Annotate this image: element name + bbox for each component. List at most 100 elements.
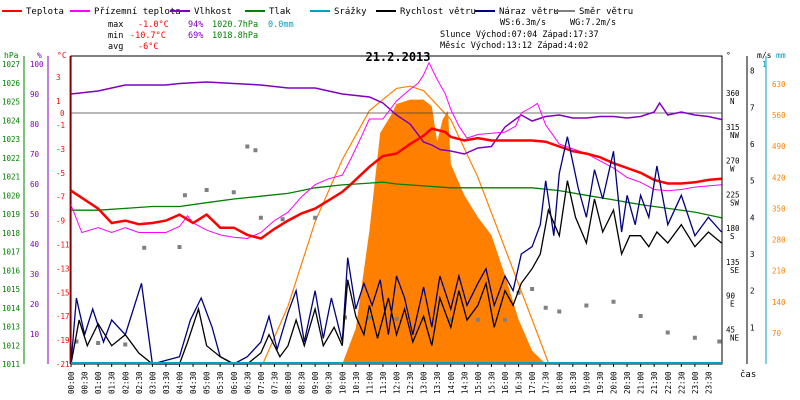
wind-dir-point-10 [258,215,263,220]
series-wind-gust [70,136,722,365]
x-tick-label-29: 14:30 [460,371,469,394]
pct-tick-9: 10 [30,330,40,339]
x-tick-label-18: 09:00 [311,371,320,394]
pct-tick-7: 30 [30,270,40,279]
hpa-tick-14: 1013 [2,323,20,332]
chart-title: 21.2.2013 [365,50,430,64]
x-tick-label-22: 11:00 [365,371,374,394]
hpa-tick-3: 1024 [2,116,21,125]
stat-max-temp: -1.0°C [138,20,169,30]
x-tick-label-4: 02:00 [121,371,130,394]
x-tick-label-15: 07:30 [270,371,279,394]
stat-avg-temp: -6°C [138,42,158,52]
wind-dir-point-15 [394,317,399,321]
degc-tick-6: -9 [56,217,65,226]
hpa-tick-6: 1021 [2,173,20,182]
hpa-tick-15: 1012 [2,341,20,350]
x-tick-label-19: 09:30 [325,371,334,394]
x-tick-label-25: 12:30 [406,371,415,394]
axis-pct-label: % [37,51,42,60]
series-layer [70,61,722,365]
wind-dir-point-22 [543,305,548,310]
hpa-tick-10: 1017 [2,248,20,257]
series-humidity [70,81,722,155]
stat-max-press: 1020.7hPa [212,20,258,30]
info-ws: WS:6.3m/s [500,18,546,28]
wind-dir-point-25 [611,299,616,304]
dir-tick-3: 225 [726,190,740,199]
stat-max-rain: 0.0mm [268,20,294,30]
hpa-tick-1: 1026 [2,79,21,88]
wind-dir-point-20 [516,290,521,295]
x-tick-label-21: 10:30 [352,371,361,394]
legend-vlhkost: Vlhkost [170,7,232,17]
dir-tick-label-3: SW [730,198,740,207]
x-tick-label-44: 22:00 [664,371,673,394]
wm2-tick-4: 350 [772,204,786,213]
hpa-tick-13: 1014 [2,304,21,313]
ms-tick-7: 1 [750,323,755,332]
legend-teplota: Teplota [2,7,64,17]
hpa-tick-7: 1020 [2,191,21,200]
x-tick-label-27: 13:30 [433,371,442,394]
wind-dir-point-11 [280,217,285,222]
wind-dir-point-16 [421,317,426,321]
pct-tick-3: 70 [30,150,40,159]
pct-tick-0: 100 [30,60,44,69]
axis-degc-label: °C [57,51,67,60]
wind-dir-point-12 [313,215,318,220]
x-tick-label-47: 23:30 [704,371,713,394]
x-tick-label-42: 21:00 [637,371,646,394]
axis-hpa-label: hPa [4,51,19,60]
x-tick-label-38: 19:00 [582,371,591,394]
legend-rychlost-vetru: Rychlost větru [376,7,476,17]
wind-dir-point-18 [475,317,480,322]
dir-tick-5: 135 [726,258,740,267]
x-tick-label-36: 18:00 [555,371,564,394]
dir-tick-4: 180 [726,224,740,233]
degc-tick-4: -5 [56,169,65,178]
x-tick-label-45: 22:30 [677,371,686,394]
wind-dir-point-0 [74,339,79,344]
dir-tick-label-2: W [730,165,735,174]
wind-dir-point-8 [245,144,250,149]
legend-label-rychlost-vetru: Rychlost větru [400,7,476,17]
wm2-tick-6: 210 [772,267,786,276]
wind-dir-point-23 [557,309,562,314]
stat-min-temp: -10.7°C [130,31,166,41]
wind-dir-point-9 [253,148,258,153]
hpa-tick-5: 1022 [2,154,20,163]
wm2-tick-5: 280 [772,236,786,245]
degc-tick-7: -11 [56,240,70,249]
hpa-tick-9: 1018 [2,229,21,238]
hpa-tick-12: 1015 [2,285,20,294]
hpa-tick-2: 1025 [2,98,20,107]
x-tick-label-13: 06:30 [243,371,252,394]
stat-max-hum: 94% [188,20,203,30]
info-block: WS:6.3m/s WG:7.2m/s Slunce Východ:07:04 … [440,18,616,51]
series-temperature [70,127,722,240]
series-pressure [71,181,722,219]
x-tick-label-43: 21:30 [650,371,659,394]
stat-avg-label: avg [108,42,123,52]
x-tick-label-9: 04:30 [189,371,198,394]
wind-dir-point-19 [503,317,507,322]
degc-tick-12: -21 [56,360,70,369]
x-tick-label-39: 19:30 [596,371,605,394]
wind-dir-point-21 [530,287,535,291]
wm2-tick-2: 490 [772,142,786,151]
legend: Teplota Přízemní teplota Vlhkost Tlak Sr… [2,7,633,17]
x-tick-label-6: 03:00 [148,371,157,394]
hpa-tick-4: 1023 [2,135,20,144]
wind-dir-point-5 [182,193,187,198]
legend-tlak: Tlak [245,7,291,17]
x-tick-label-16: 08:00 [284,371,293,394]
wind-dir-point-27 [665,330,670,335]
sun-theoretical-curve [262,85,550,365]
dir-tick-label-6: E [730,300,735,309]
x-tick-label-32: 16:00 [501,371,510,394]
wind-dir-point-2 [123,342,128,347]
ms-tick-5: 3 [750,250,755,259]
x-tick-label-26: 13:00 [420,371,429,394]
